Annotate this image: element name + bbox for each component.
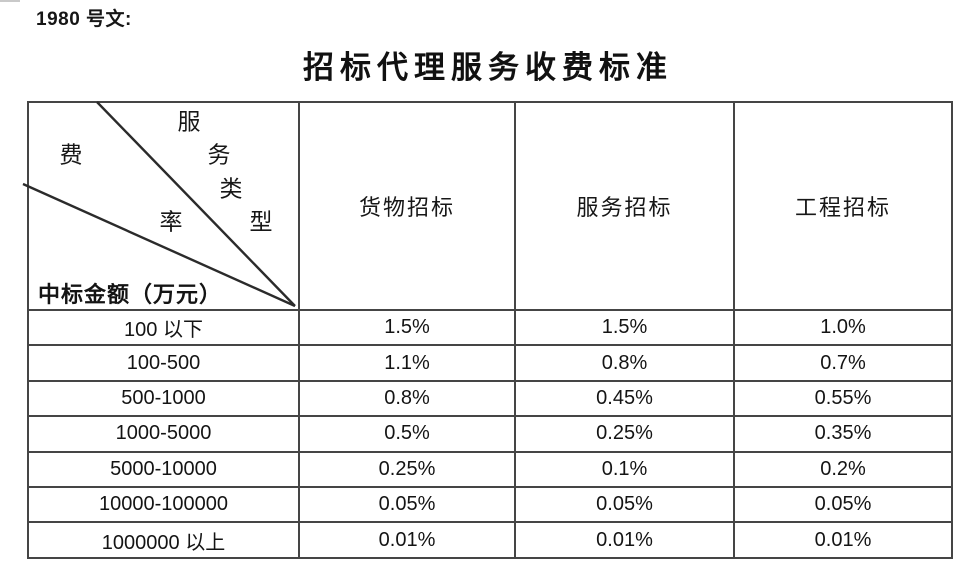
- corner-service-type-char-2: 务: [207, 142, 231, 168]
- rate-cell: 0.35%: [733, 415, 953, 453]
- row-axis-label: 中标金额（万元）: [38, 282, 223, 307]
- corner-service-type-char-3: 类: [219, 176, 243, 202]
- rate-cell: 0.2%: [733, 450, 953, 488]
- doc-number-label: 1980 号文:: [36, 9, 132, 30]
- corner-fee-rate-char-1: 费: [59, 142, 83, 168]
- rate-cell: 0.25%: [298, 450, 516, 488]
- rate-cell: 0.01%: [298, 521, 516, 559]
- table-row: 10000-100000 0.05% 0.05% 0.05%: [27, 485, 953, 524]
- rate-cell: 0.01%: [514, 521, 735, 559]
- rate-cell: 1.0%: [733, 308, 953, 347]
- page-title: 招标代理服务收费标准: [303, 50, 673, 85]
- column-header-goods: 货物招标: [298, 101, 516, 311]
- corner-service-type-char-1: 服: [177, 109, 201, 135]
- table-row: 100-500 1.1% 0.8% 0.7%: [27, 344, 953, 382]
- diagonal-divider-lines: [22, 101, 296, 308]
- rate-cell: 0.8%: [298, 379, 516, 418]
- table-row: 100 以下 1.5% 1.5% 1.0%: [27, 308, 953, 347]
- rate-cell: 0.05%: [733, 485, 953, 524]
- rate-cell: 0.7%: [733, 344, 953, 382]
- row-label: 1000000 以上: [27, 521, 300, 559]
- corner-fee-rate-char-2: 率: [159, 209, 183, 235]
- table-row: 5000-10000 0.25% 0.1% 0.2%: [27, 450, 953, 488]
- rate-cell: 0.5%: [298, 415, 516, 453]
- row-label: 100-500: [27, 344, 300, 382]
- row-label: 10000-100000: [27, 485, 300, 524]
- row-label: 500-1000: [27, 379, 300, 418]
- rate-cell: 0.01%: [733, 521, 953, 559]
- table-row: 1000-5000 0.5% 0.25% 0.35%: [27, 415, 953, 453]
- rate-cell: 0.45%: [514, 379, 735, 418]
- table-row: 500-1000 0.8% 0.45% 0.55%: [27, 379, 953, 418]
- page-edge-artifact: [0, 0, 20, 2]
- table-row: 1000000 以上 0.01% 0.01% 0.01%: [27, 521, 953, 559]
- column-header-engineering: 工程招标: [733, 101, 953, 311]
- rate-cell: 0.05%: [298, 485, 516, 524]
- rate-cell: 0.25%: [514, 415, 735, 453]
- rate-cell: 0.8%: [514, 344, 735, 382]
- column-header-service: 服务招标: [514, 101, 735, 311]
- rate-cell: 0.55%: [733, 379, 953, 418]
- diagonal-header-cell: 服 务 类 型 费 率 中标金额（万元）: [22, 101, 300, 311]
- rate-cell: 0.05%: [514, 485, 735, 524]
- rate-cell: 1.5%: [298, 308, 516, 347]
- table-header-row: 服 务 类 型 费 率 中标金额（万元） 货物招标 服务招标 工程招标: [22, 101, 953, 311]
- rate-cell: 1.1%: [298, 344, 516, 382]
- rate-cell: 1.5%: [514, 308, 735, 347]
- corner-service-type-char-4: 型: [249, 209, 273, 235]
- rate-cell: 0.1%: [514, 450, 735, 488]
- row-label: 1000-5000: [27, 415, 300, 453]
- fee-table: 服 务 类 型 费 率 中标金额（万元） 货物招标 服务招标 工程招标 100 …: [22, 101, 953, 559]
- fee-standard-table: 服 务 类 型 费 率 中标金额（万元） 货物招标 服务招标 工程招标 100 …: [22, 101, 953, 559]
- row-label: 5000-10000: [27, 450, 300, 488]
- row-label: 100 以下: [27, 308, 300, 347]
